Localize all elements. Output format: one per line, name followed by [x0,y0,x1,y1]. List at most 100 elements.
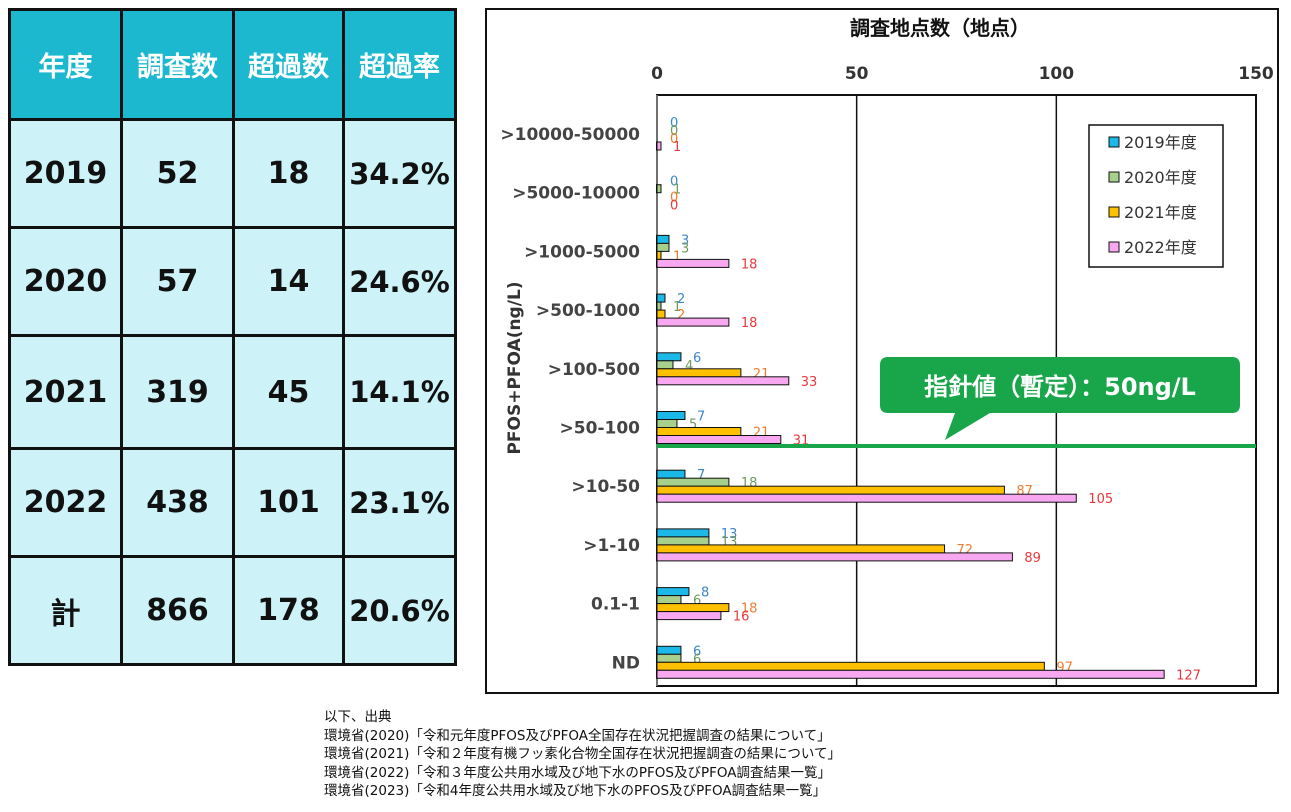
category-label: >500-1000 [536,301,640,321]
cell-rate: 34.2% [342,118,457,229]
bar-value-label: 7 [697,410,705,425]
header-surveyed: 調査数 [120,8,235,121]
bar-value-label: 18 [741,257,758,272]
bar [656,360,674,370]
bar [656,309,666,319]
legend-swatch [1108,171,1120,183]
cell-year: 2021 [8,334,123,450]
bar-value-label: 0 [670,175,678,190]
category-label: >1000-5000 [524,242,640,262]
bar [656,293,666,303]
bar [656,427,742,436]
bar [656,653,682,663]
bar-value-label: 6 [693,652,701,667]
header-exceeded: 超過数 [232,8,345,121]
bar [656,411,686,420]
cell-total-label: 計 [8,555,123,666]
cell-year: 2019 [8,118,123,229]
category-label: >50-100 [560,419,641,439]
legend-label: 2021年度 [1124,203,1197,222]
bar [656,528,710,538]
table-row: 計 866 178 20.6% [8,555,457,666]
legend-label: 2022年度 [1124,238,1197,257]
legend-label: 2020年度 [1124,168,1197,187]
bar-value-label: 18 [741,602,758,617]
bar [656,435,782,444]
bar-value-label: 33 [801,375,818,390]
x-tick-label: 50 [845,64,869,84]
guideline-callout-text: 指針値（暫定）：50ng/L [924,373,1196,401]
bar-value-label: 18 [741,316,758,331]
bar [656,603,730,613]
source-line: 環境省(2020)「令和元年度PFOS及びPFOA全国存在状況把握調査の結果につ… [324,727,831,744]
bar [656,485,1005,495]
bar [656,544,946,554]
legend-swatch [1108,206,1120,218]
chart-frame [485,8,1279,694]
bar [656,352,682,362]
table-row: 2022 438 101 23.1% [8,447,457,558]
bar [656,317,730,327]
bar [656,141,662,151]
table-row: 2020 57 14 24.6% [8,226,457,337]
category-label: >100-500 [548,360,640,380]
cell-surveyed: 52 [120,118,235,229]
bar [656,419,678,428]
cell-exceeded: 14 [232,226,345,337]
bar [656,477,730,487]
category-label: >1-10 [583,536,640,556]
bar-value-label: 7 [697,468,705,483]
bar-value-label: 3 [681,233,689,248]
cell-year: 2020 [8,226,123,337]
cell-surveyed: 866 [120,555,235,666]
category-label: 0.1-1 [591,595,640,615]
bar-value-label: 4 [685,359,693,374]
cell-exceeded: 101 [232,447,345,558]
bar-value-label: 6 [693,594,701,609]
cell-year: 2022 [8,447,123,558]
bar [656,552,1013,562]
bar-value-label: 2 [677,308,685,323]
bar [656,595,682,605]
guideline-callout [880,357,1240,440]
bar-value-label: 1 [673,300,681,315]
x-tick-label: 0 [651,64,663,84]
bar-value-label: 1 [673,249,681,264]
bar-value-label: 6 [693,644,701,659]
y-axis-label: PFOS+PFOA(ng/L) [505,281,525,454]
bar [656,184,662,194]
header-rate: 超過率 [342,8,457,121]
bar [656,536,710,546]
bar-value-label: 3 [681,241,689,256]
cell-surveyed: 438 [120,447,235,558]
table-header-row: 年度 調査数 超過数 超過率 [8,8,457,121]
category-label: >10-50 [571,477,640,497]
bar-value-label: 6 [693,351,701,366]
bar [656,611,722,621]
bar [656,669,1165,679]
legend [1088,124,1224,268]
chart-title: 調査地点数（地点） [850,16,1030,40]
bar-value-label: 0 [670,191,678,206]
legend-swatch [1108,241,1120,253]
x-tick-label: 100 [1039,64,1075,84]
legend-label: 2019年度 [1124,133,1197,152]
bar [656,242,670,252]
bar-value-label: 0 [670,132,678,147]
category-label: >5000-10000 [512,184,640,204]
cell-rate: 23.1% [342,447,457,558]
survey-summary-table: 年度 調査数 超過数 超過率 2019 52 18 34.2% 2020 57 … [8,8,457,666]
category-label: >10000-50000 [500,125,640,145]
bar-value-label: 16 [733,610,750,625]
bar-value-label: 2 [677,292,685,307]
source-line: 環境省(2021)「令和２年度有機フッ素化合物全国存在状況把握調査の結果について… [324,746,841,762]
bar [656,376,790,386]
bar-value-label: 1 [673,183,681,198]
source-notes: 以下、出典 環境省(2020)「令和元年度PFOS及びPFOA全国存在状況把握調… [324,708,841,801]
x-tick-label: 150 [1238,64,1274,84]
cell-rate: 20.6% [342,555,457,666]
cell-rate: 24.6% [342,226,457,337]
table-row: 2021 319 45 14.1% [8,334,457,450]
bar-value-label: 0 [670,199,678,214]
header-year: 年度 [8,8,123,121]
